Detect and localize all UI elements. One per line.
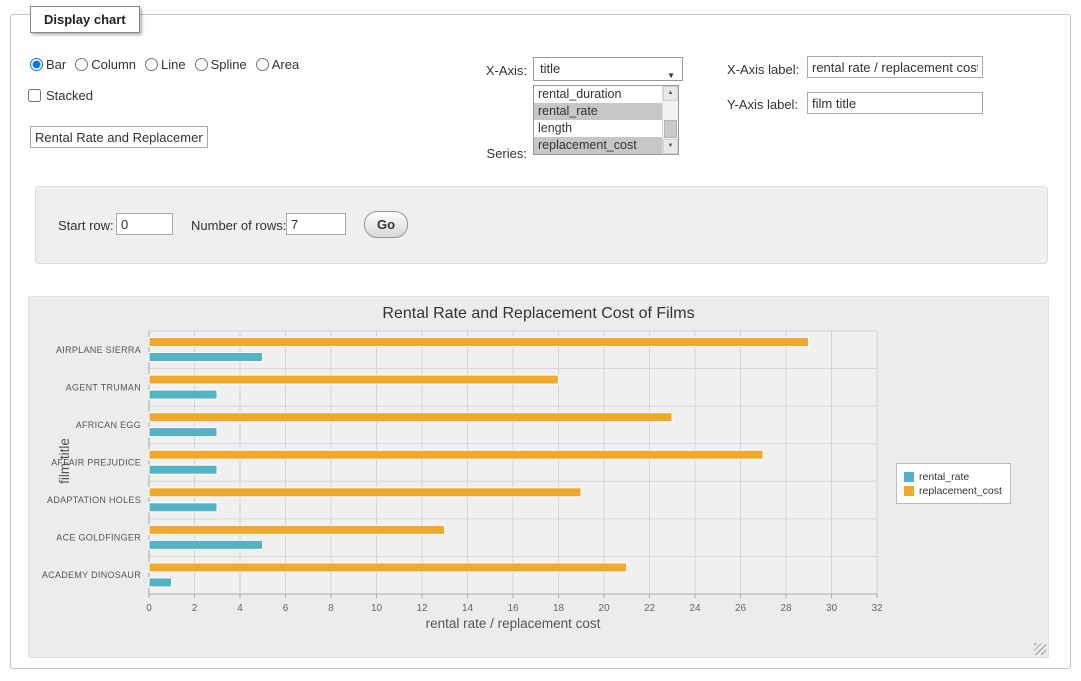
x-axis-title: rental rate / replacement cost xyxy=(149,616,877,631)
x-tick-label: 0 xyxy=(146,603,152,614)
chart-type-radio-bar[interactable] xyxy=(30,58,43,71)
series-select-label: Series: xyxy=(455,146,527,161)
bar-chart: 02468101214161820222426283032AIRPLANE SI… xyxy=(29,297,1046,655)
chart-type-option-area[interactable]: Area xyxy=(256,57,299,72)
stacked-row: Stacked xyxy=(28,88,93,103)
category-label: ACADEMY DINOSAUR xyxy=(42,570,141,580)
chart-type-radio-column[interactable] xyxy=(75,58,88,71)
legend-swatch xyxy=(904,486,914,496)
series-option-length[interactable]: length xyxy=(534,120,663,137)
num-rows-label: Number of rows: xyxy=(191,218,286,233)
bar-rental_rate xyxy=(149,428,217,437)
go-button[interactable]: Go xyxy=(364,211,408,238)
app-root: Display chart Bar Column Line Spline Area St… xyxy=(0,0,1081,681)
x-axis-label-caption: X-Axis label: xyxy=(727,62,799,77)
x-tick-label: 24 xyxy=(689,603,701,614)
x-axis-select-label: X-Axis: xyxy=(455,63,527,78)
category-label: AFFAIR PREJUDICE xyxy=(51,458,141,468)
start-row-input[interactable] xyxy=(116,213,173,235)
bar-replacement_cost xyxy=(149,338,809,347)
chart-container: Rental Rate and Replacement Cost of Film… xyxy=(28,296,1049,658)
chart-type-radio-group: Bar Column Line Spline Area xyxy=(30,57,308,72)
x-tick-label: 30 xyxy=(826,603,838,614)
chart-legend: rental_rate replacement_cost xyxy=(896,463,1011,504)
bar-rental_rate xyxy=(149,578,172,587)
triangle-up-icon: ▲ xyxy=(668,90,674,96)
category-label: AFRICAN EGG xyxy=(76,420,141,430)
series-option-rental_duration[interactable]: rental_duration xyxy=(534,86,663,103)
scrollbar-thumb[interactable] xyxy=(664,120,677,138)
resize-handle[interactable] xyxy=(1034,643,1046,655)
stacked-label: Stacked xyxy=(46,88,93,103)
x-tick-label: 16 xyxy=(507,603,519,614)
x-tick-label: 26 xyxy=(735,603,747,614)
x-tick-label: 8 xyxy=(328,603,334,614)
x-tick-label: 4 xyxy=(237,603,243,614)
x-tick-label: 14 xyxy=(462,603,474,614)
legend-label: rental_rate xyxy=(919,471,969,483)
x-axis-select[interactable]: title ▼ xyxy=(533,57,683,81)
num-rows-input[interactable] xyxy=(286,213,346,235)
y-axis-label-input[interactable] xyxy=(807,92,983,114)
bar-rental_rate xyxy=(149,353,263,362)
category-label: AIRPLANE SIERRA xyxy=(56,345,141,355)
stacked-option[interactable]: Stacked xyxy=(28,88,93,103)
chart-type-option-spline[interactable]: Spline xyxy=(195,57,247,72)
scroll-down-button[interactable]: ▼ xyxy=(663,139,678,154)
chart-type-option-column[interactable]: Column xyxy=(75,57,136,72)
bar-replacement_cost xyxy=(149,488,581,497)
chart-type-radio-spline[interactable] xyxy=(195,58,208,71)
bar-replacement_cost xyxy=(149,413,672,422)
x-tick-label: 32 xyxy=(871,603,883,614)
legend-entry-replacement_cost[interactable]: replacement_cost xyxy=(904,485,1002,497)
scroll-up-button[interactable]: ▲ xyxy=(663,86,678,101)
x-tick-label: 10 xyxy=(371,603,383,614)
bar-replacement_cost xyxy=(149,450,763,459)
bar-rental_rate xyxy=(149,503,217,512)
x-tick-label: 28 xyxy=(780,603,792,614)
legend-swatch xyxy=(904,472,914,482)
row-range-panel: Start row: Number of rows: Go xyxy=(35,186,1048,264)
legend-label: replacement_cost xyxy=(919,485,1002,497)
x-axis-select-value: title xyxy=(540,61,560,76)
chart-title-input[interactable] xyxy=(30,126,208,148)
series-option-replacement_cost[interactable]: replacement_cost xyxy=(534,137,663,154)
x-tick-label: 20 xyxy=(598,603,610,614)
x-tick-label: 6 xyxy=(283,603,289,614)
chevron-down-icon: ▼ xyxy=(667,65,675,87)
y-axis-label-caption: Y-Axis label: xyxy=(727,97,798,112)
series-scrollbar[interactable]: ▲ ▼ xyxy=(662,86,678,154)
triangle-down-icon: ▼ xyxy=(668,143,674,149)
bar-replacement_cost xyxy=(149,375,558,384)
x-axis-label-input[interactable] xyxy=(807,56,983,78)
bar-replacement_cost xyxy=(149,563,627,572)
series-listbox-options: rental_durationrental_ratelengthreplacem… xyxy=(534,86,663,154)
x-tick-label: 12 xyxy=(416,603,428,614)
x-tick-label: 2 xyxy=(192,603,198,614)
x-tick-label: 22 xyxy=(644,603,656,614)
panel-legend: Display chart xyxy=(30,6,140,33)
stacked-checkbox[interactable] xyxy=(28,89,41,102)
chart-type-option-line[interactable]: Line xyxy=(145,57,186,72)
series-option-rental_rate[interactable]: rental_rate xyxy=(534,103,663,120)
x-tick-label: 18 xyxy=(553,603,565,614)
legend-entry-rental_rate[interactable]: rental_rate xyxy=(904,471,1002,483)
start-row-label: Start row: xyxy=(58,218,114,233)
category-label: ACE GOLDFINGER xyxy=(56,533,141,543)
chart-type-option-bar[interactable]: Bar xyxy=(30,57,66,72)
chart-type-radio-line[interactable] xyxy=(145,58,158,71)
bar-rental_rate xyxy=(149,540,263,549)
series-listbox[interactable]: rental_durationrental_ratelengthreplacem… xyxy=(533,85,679,155)
category-label: AGENT TRUMAN xyxy=(66,382,141,392)
category-label: ADAPTATION HOLES xyxy=(47,495,141,505)
bar-replacement_cost xyxy=(149,525,445,534)
bar-rental_rate xyxy=(149,390,217,399)
bar-rental_rate xyxy=(149,465,217,474)
chart-type-radio-area[interactable] xyxy=(256,58,269,71)
